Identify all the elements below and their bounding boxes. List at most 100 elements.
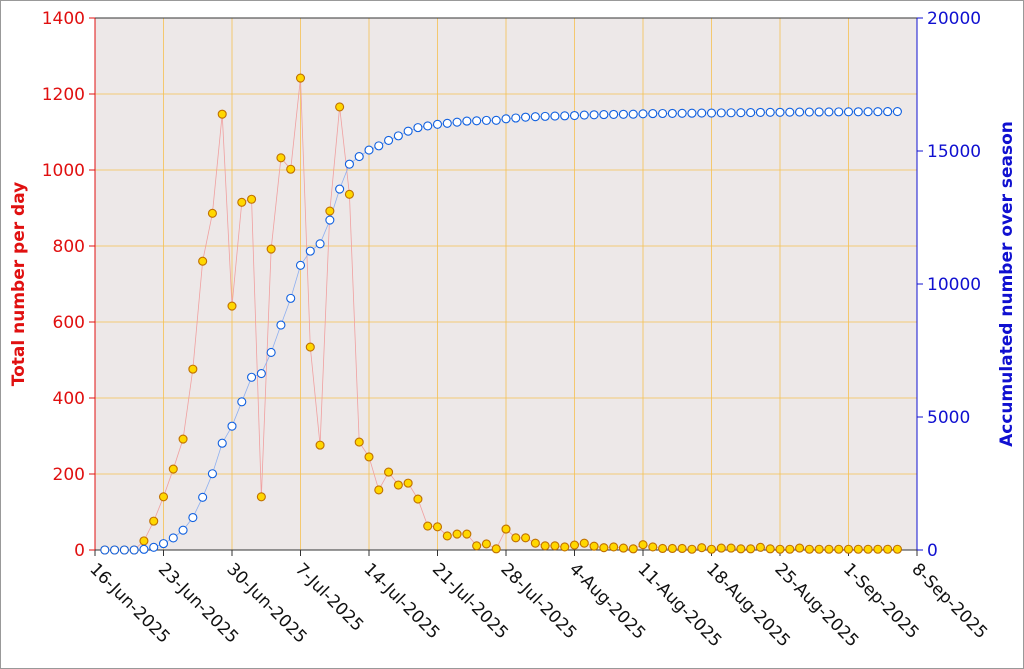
data-point [804, 107, 814, 117]
data-point [560, 111, 570, 121]
data-point [843, 544, 854, 554]
data-point [110, 545, 120, 555]
data-point [569, 540, 580, 550]
data-point [599, 110, 609, 120]
data-point [853, 107, 863, 117]
data-point [824, 107, 834, 117]
data-point [785, 107, 795, 117]
y-tick-label: 1200 [42, 85, 85, 105]
data-point [149, 542, 159, 552]
y2-tick-label: 10000 [927, 275, 981, 295]
data-point [863, 107, 873, 117]
data-point [589, 110, 599, 120]
data-point [452, 529, 462, 539]
data-point [374, 141, 384, 151]
data-point [168, 533, 178, 543]
data-point [413, 494, 423, 504]
data-point [344, 159, 354, 169]
data-point [442, 531, 452, 541]
data-point [550, 541, 560, 551]
data-point [393, 131, 403, 141]
y-tick-label: 1000 [42, 161, 85, 181]
data-point [472, 116, 482, 126]
data-point [609, 109, 619, 119]
data-point [237, 397, 247, 407]
data-point [491, 544, 501, 554]
data-point [207, 208, 217, 218]
data-point [139, 536, 149, 546]
data-point [432, 522, 443, 532]
data-point [628, 544, 638, 554]
data-point [569, 110, 580, 121]
data-point [344, 189, 354, 199]
data-point [501, 524, 511, 534]
data-point [481, 115, 491, 125]
y-tick-label: 0 [74, 541, 85, 561]
data-point [530, 112, 540, 122]
data-point [736, 108, 746, 118]
data-point [775, 544, 785, 554]
data-point [755, 107, 765, 117]
data-point [716, 543, 726, 553]
data-point [247, 372, 257, 382]
data-point [423, 121, 433, 131]
data-point [100, 545, 110, 555]
data-point [873, 544, 883, 554]
data-point [462, 116, 472, 126]
series-line [104, 77, 898, 551]
data-point [237, 197, 247, 207]
data-point [677, 543, 687, 554]
data-point [129, 545, 139, 555]
data-point [579, 110, 589, 120]
data-point [746, 108, 756, 118]
data-point [765, 107, 775, 117]
data-point [413, 123, 423, 133]
data-point [286, 293, 296, 303]
y-tick-label: 600 [53, 313, 85, 333]
data-point [158, 492, 169, 502]
data-point [403, 126, 413, 136]
y-axis-label: Total number per day [9, 182, 29, 386]
data-point [393, 480, 403, 490]
y2-axis-label: Accumulated number over season [997, 121, 1017, 447]
data-point [716, 108, 726, 118]
data-point [511, 113, 521, 123]
data-point [618, 109, 628, 119]
data-point [198, 256, 208, 266]
series-line [104, 111, 898, 551]
data-point [530, 538, 540, 548]
data-point [178, 525, 188, 535]
data-point [481, 539, 491, 549]
data-point [834, 107, 844, 117]
data-point [746, 544, 756, 554]
data-point [892, 107, 902, 117]
data-point [589, 541, 599, 551]
data-point [658, 108, 668, 119]
data-point [697, 543, 707, 553]
data-point [765, 544, 775, 554]
data-point [256, 492, 266, 502]
data-point [726, 543, 736, 553]
data-point [432, 119, 443, 129]
data-point [706, 108, 717, 118]
data-point [814, 544, 824, 554]
data-point [795, 107, 805, 117]
y2-tick-label: 15000 [927, 142, 981, 162]
data-point [618, 543, 628, 553]
data-point [227, 421, 237, 431]
data-point [775, 107, 785, 117]
data-point [638, 540, 648, 550]
data-point [305, 246, 315, 256]
data-point [354, 437, 364, 447]
data-point [814, 107, 824, 117]
data-point [364, 145, 374, 155]
data-point [295, 260, 306, 270]
data-point [188, 512, 198, 523]
data-point [804, 544, 814, 554]
data-point [315, 239, 325, 249]
data-point [198, 492, 208, 502]
data-point [227, 301, 237, 311]
data-point [295, 73, 306, 83]
data-point [315, 440, 325, 450]
